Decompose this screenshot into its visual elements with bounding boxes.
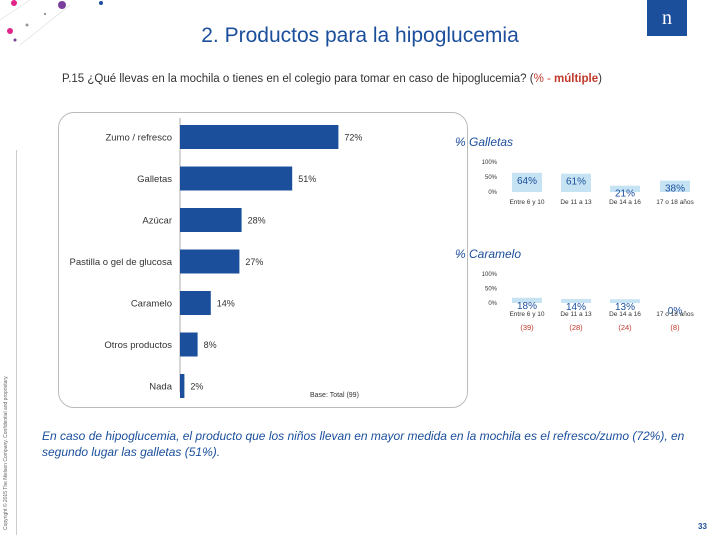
- mini-value-label: 64%: [517, 176, 537, 187]
- deco-line: [0, 0, 31, 21]
- main-bar: [180, 208, 242, 232]
- mini-bar: [512, 297, 542, 303]
- mini-bar: [561, 298, 591, 303]
- deco-dot: [58, 1, 66, 9]
- mini-x-label: Entre 6 y 10: [509, 199, 544, 206]
- mini-y-tick: 50%: [485, 287, 498, 293]
- left-divider: [16, 150, 17, 535]
- question-end: ): [598, 73, 602, 85]
- mini-y-tick: 100%: [482, 160, 498, 166]
- category-label: Pastilla o gel de glucosa: [70, 257, 173, 268]
- main-bar: [180, 291, 211, 315]
- main-bar: [180, 125, 339, 149]
- mini-x-label: 17 o 18 años: [656, 311, 694, 318]
- deco-dot: [43, 12, 47, 16]
- value-label: 27%: [245, 257, 263, 267]
- deco-dot: [13, 38, 17, 42]
- deco-dot: [11, 0, 17, 6]
- category-label: Azúcar: [142, 216, 172, 227]
- main-bar: [180, 249, 240, 274]
- value-label: 72%: [344, 133, 362, 143]
- main-bar: [180, 332, 198, 357]
- mini-bar: [610, 185, 640, 192]
- mini-y-tick: 0%: [488, 301, 497, 307]
- chart-panel: [58, 112, 468, 408]
- mini-y-tick: 0%: [488, 190, 497, 196]
- category-label: Galletas: [137, 174, 172, 185]
- mini-chart-title: % Galletas: [455, 135, 513, 149]
- value-label: 8%: [204, 340, 217, 350]
- mini-x-label: De 11 a 13: [560, 311, 592, 318]
- value-label: 14%: [217, 299, 235, 309]
- mini-value-label: 38%: [665, 184, 685, 195]
- deco-dot: [99, 1, 103, 5]
- mini-x-label: De 11 a 13: [560, 199, 592, 206]
- summary-text: En caso de hipoglucemia, el producto que…: [42, 429, 685, 459]
- value-label: 51%: [298, 174, 316, 184]
- value-label: 28%: [248, 216, 266, 226]
- question-main: P.15 ¿Qué llevas en la mochila o tienes …: [62, 73, 534, 85]
- mini-bar: [610, 299, 640, 303]
- mini-bar: [512, 172, 542, 192]
- mini-base-label: (28): [569, 323, 583, 332]
- mini-value-label: 13%: [615, 302, 635, 313]
- mini-value-label: 18%: [517, 301, 537, 312]
- page-number: 33: [698, 522, 707, 531]
- main-bar: [180, 374, 185, 398]
- mini-base-label: (39): [520, 323, 534, 332]
- page-title: 2. Productos para la hipoglucemia: [201, 24, 519, 47]
- question-text: P.15 ¿Qué llevas en la mochila o tienes …: [62, 73, 602, 85]
- value-label: 2%: [190, 382, 203, 392]
- mini-bar: [561, 173, 591, 192]
- mini-x-label: De 14 a 16: [609, 199, 641, 206]
- mini-value-label: 21%: [615, 189, 635, 200]
- deco-dot: [7, 28, 13, 34]
- question-bold: múltiple: [554, 73, 599, 85]
- decorative-dots: [0, 0, 103, 46]
- base-note: Base: Total (99): [310, 392, 359, 399]
- mini-x-label: 17 o 18 años: [656, 199, 694, 206]
- mini-x-label: Entre 6 y 10: [509, 311, 544, 318]
- mini-x-label: De 14 a 16: [609, 311, 641, 318]
- mini-value-label: 14%: [566, 302, 586, 313]
- category-label: Nada: [149, 382, 172, 393]
- deco-dot: [25, 23, 29, 27]
- main-bar: [180, 166, 293, 191]
- mini-y-tick: 50%: [485, 175, 498, 181]
- mini-bar: [660, 180, 690, 192]
- mini-value-label: 61%: [566, 177, 586, 188]
- category-label: Zumo / refresco: [105, 133, 172, 144]
- mini-base-label: (8): [670, 323, 680, 332]
- category-label: Caramelo: [131, 299, 172, 310]
- mini-chart-title: % Caramelo: [455, 247, 521, 261]
- deco-line: [19, 4, 71, 46]
- mini-y-tick: 100%: [482, 272, 498, 278]
- question-multi: % - múltiple: [533, 73, 599, 85]
- mini-base-label: (24): [618, 323, 632, 332]
- mini-value-label: 0%: [668, 306, 683, 317]
- category-label: Otros productos: [104, 340, 172, 351]
- nielsen-logo: n: [647, 0, 687, 36]
